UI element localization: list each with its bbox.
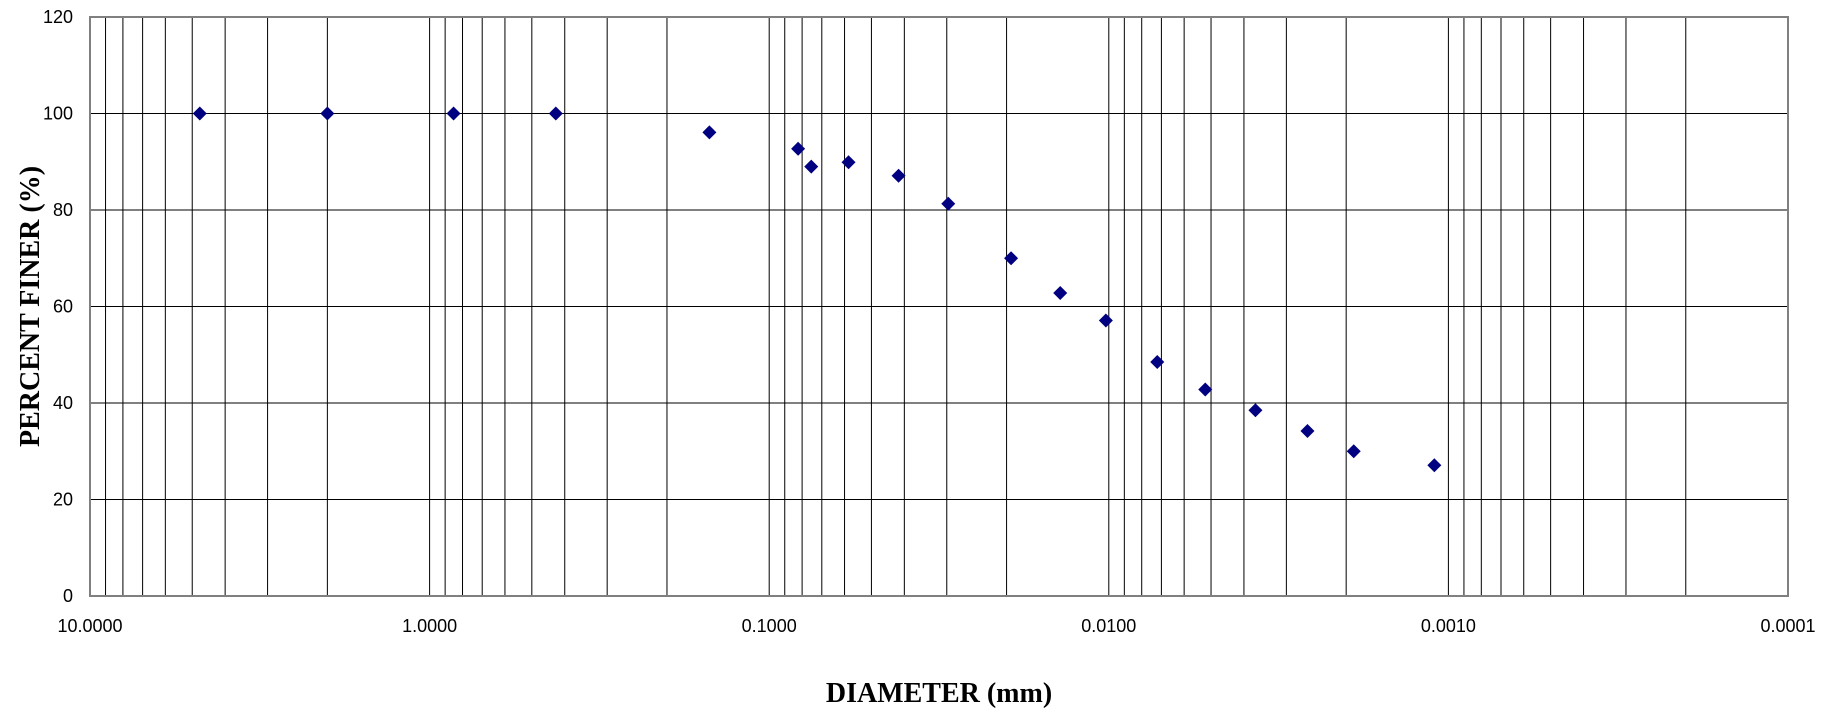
y-tick-label: 100 <box>43 104 73 124</box>
y-tick-label: 120 <box>43 7 73 27</box>
y-tick-label: 20 <box>53 490 73 510</box>
data-point <box>1427 458 1442 473</box>
data-point <box>941 196 956 211</box>
data-point <box>1150 354 1165 369</box>
x-tick-label: 10.0000 <box>57 616 122 636</box>
data-point <box>791 141 806 156</box>
data-point <box>891 168 906 183</box>
x-tick-label: 0.1000 <box>742 616 797 636</box>
data-point <box>446 106 461 121</box>
y-axis-title: PERCENT FINER (%) <box>15 166 46 447</box>
plot-area-frame <box>89 16 1789 597</box>
data-point <box>1053 285 1068 300</box>
y-tick-label: 80 <box>53 200 73 220</box>
data-points <box>192 106 1442 473</box>
data-point <box>1346 444 1361 459</box>
x-tick-label: 0.0100 <box>1081 616 1136 636</box>
data-point <box>192 106 207 121</box>
data-point <box>1098 313 1113 328</box>
y-axis-ticks: 0 20 40 60 80 100 120 <box>43 7 73 606</box>
y-tick-label: 60 <box>53 297 73 317</box>
x-axis-ticks: 10.0000 1.0000 0.1000 0.0100 0.0010 0.0001 <box>57 616 1815 636</box>
x-tick-label: 0.0010 <box>1421 616 1476 636</box>
x-tick-label: 1.0000 <box>402 616 457 636</box>
x-axis-title: DIAMETER (mm) <box>826 678 1052 709</box>
data-point <box>548 106 563 121</box>
y-tick-label: 0 <box>63 586 73 606</box>
data-point <box>804 159 819 174</box>
data-point <box>1004 251 1019 266</box>
data-point <box>702 125 717 140</box>
data-point <box>1300 423 1315 438</box>
grid-lines <box>90 16 1789 597</box>
data-point <box>841 155 856 170</box>
data-point <box>1198 382 1213 397</box>
data-point <box>1248 403 1263 418</box>
y-tick-label: 40 <box>53 393 73 413</box>
data-point <box>320 106 335 121</box>
x-tick-label: 0.0001 <box>1760 616 1815 636</box>
